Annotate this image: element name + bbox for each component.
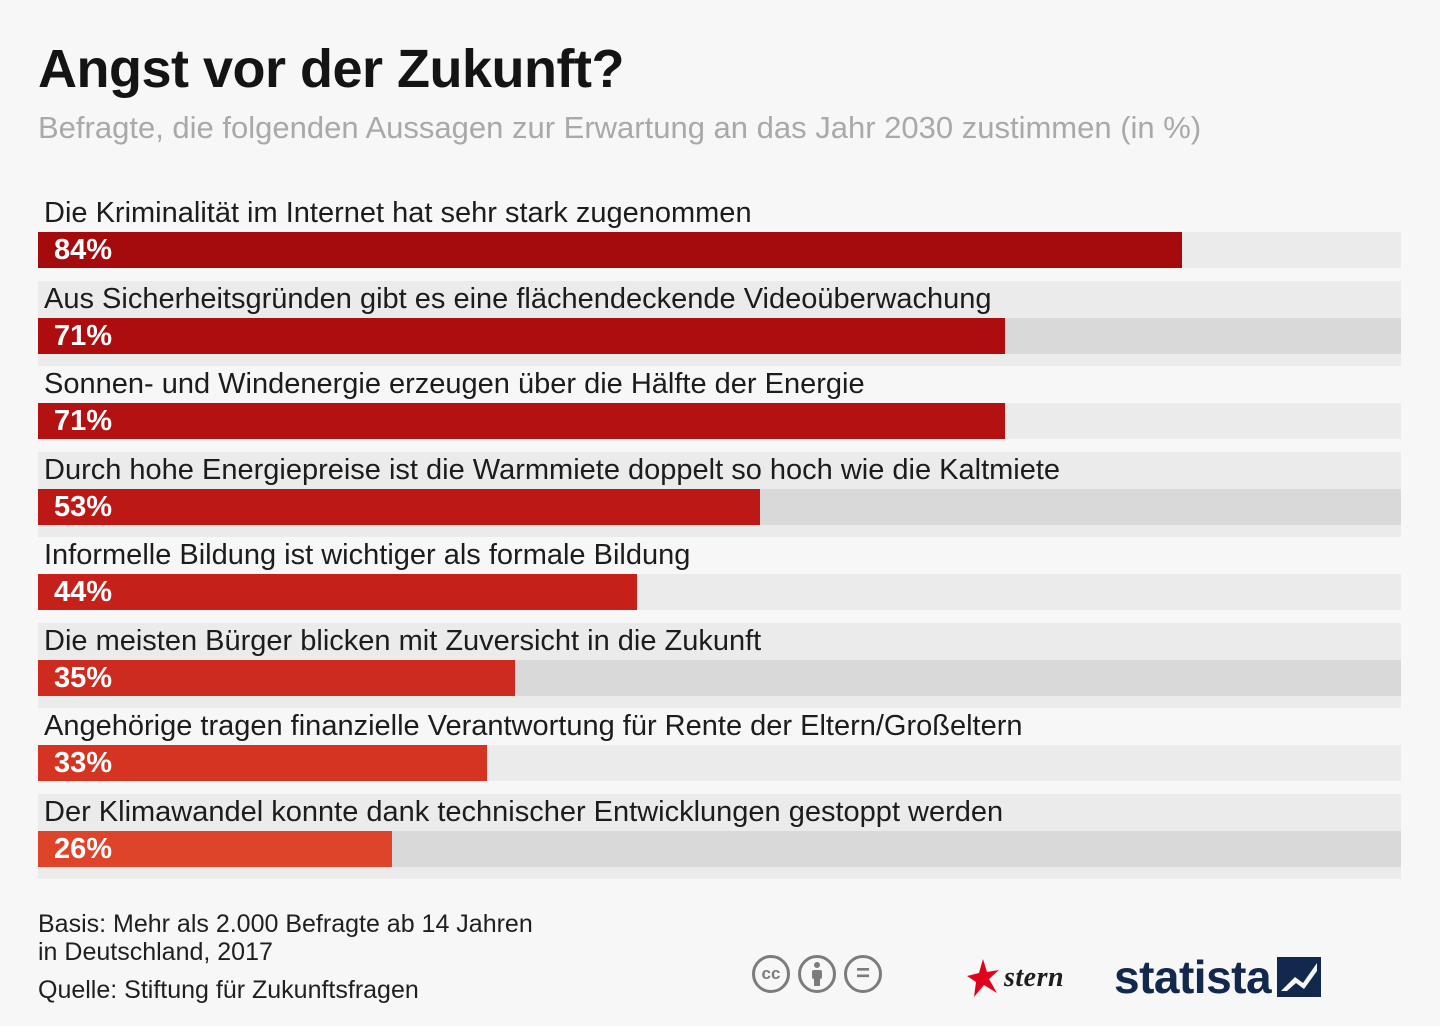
bar-row: Informelle Bildung ist wichtiger als for… — [38, 537, 1401, 623]
bar-track: 71% — [38, 403, 1401, 439]
cc-icon[interactable]: cc — [752, 955, 790, 993]
bar[interactable]: 44% — [38, 574, 638, 610]
bar-row: Durch hohe Energiepreise ist die Warmmie… — [38, 451, 1401, 537]
bar-track: 84% — [38, 232, 1401, 268]
bar-row: Sonnen- und Windenergie erzeugen über di… — [38, 366, 1401, 452]
bar-value-label: 84% — [54, 234, 113, 266]
bar-row: Die meisten Bürger blicken mit Zuversich… — [38, 622, 1401, 708]
bar[interactable]: 35% — [38, 659, 515, 696]
bar-track: 44% — [38, 574, 1401, 610]
stern-star-icon — [967, 959, 999, 997]
bar-value-label: 71% — [54, 405, 113, 437]
bar[interactable]: 26% — [38, 830, 393, 867]
stern-logo[interactable]: stern — [966, 958, 1064, 998]
bar-track: 71% — [38, 317, 1401, 354]
attribution-icon[interactable] — [798, 955, 836, 993]
bar[interactable]: 33% — [38, 745, 488, 781]
bar-row: Aus Sicherheitsgründen gibt es eine fläc… — [38, 280, 1401, 366]
category-label: Informelle Bildung ist wichtiger als for… — [44, 539, 691, 571]
category-label: Aus Sicherheitsgründen gibt es eine fläc… — [44, 282, 992, 315]
bar-row: Angehörige tragen finanzielle Verantwort… — [38, 708, 1401, 794]
bar[interactable]: 84% — [38, 232, 1182, 268]
bar[interactable]: 71% — [38, 317, 1005, 354]
category-label: Der Klimawandel konnte dank technischer … — [44, 795, 1004, 828]
bar-chart: Die Kriminalität im Internet hat sehr st… — [38, 195, 1401, 879]
category-label: Die meisten Bürger blicken mit Zuversich… — [44, 624, 762, 657]
category-label: Sonnen- und Windenergie erzeugen über di… — [44, 368, 865, 400]
bar[interactable]: 53% — [38, 488, 760, 525]
bar-value-label: 26% — [54, 832, 113, 865]
bar-row: Die Kriminalität im Internet hat sehr st… — [38, 195, 1401, 281]
bar-row: Der Klimawandel konnte dank technischer … — [38, 793, 1401, 879]
chart-subtitle: Befragte, die folgenden Aussagen zur Erw… — [38, 110, 1202, 145]
bar-value-label: 35% — [54, 661, 113, 694]
statista-logo[interactable]: statista — [1114, 950, 1322, 1004]
bar-value-label: 53% — [54, 490, 113, 523]
chart-title: Angst vor der Zukunft? — [38, 39, 624, 99]
category-label: Angehörige tragen finanzielle Verantwort… — [44, 710, 1023, 742]
bar-track: 35% — [38, 659, 1401, 696]
footer-notes: Basis: Mehr als 2.000 Befragte ab 14 Jah… — [38, 910, 533, 1004]
license-icons[interactable]: cc = — [752, 955, 882, 993]
bar[interactable]: 71% — [38, 403, 1005, 439]
bar-track: 53% — [38, 488, 1401, 525]
basis-note: Basis: Mehr als 2.000 Befragte ab 14 Jah… — [38, 910, 533, 966]
source-note: Quelle: Stiftung für Zukunftsfragen — [38, 976, 419, 1004]
statista-mark-icon — [1277, 957, 1322, 997]
stern-wordmark: stern — [1004, 962, 1065, 993]
bar-value-label: 44% — [54, 576, 113, 608]
no-derivatives-icon[interactable]: = — [844, 955, 882, 993]
statista-wordmark: statista — [1114, 951, 1272, 1003]
bar-value-label: 33% — [54, 747, 113, 779]
category-label: Die Kriminalität im Internet hat sehr st… — [44, 197, 752, 229]
bar-track: 26% — [38, 830, 1401, 867]
category-label: Durch hohe Energiepreise ist die Warmmie… — [44, 453, 1061, 486]
bar-value-label: 71% — [54, 319, 113, 352]
bar-track: 33% — [38, 745, 1401, 781]
